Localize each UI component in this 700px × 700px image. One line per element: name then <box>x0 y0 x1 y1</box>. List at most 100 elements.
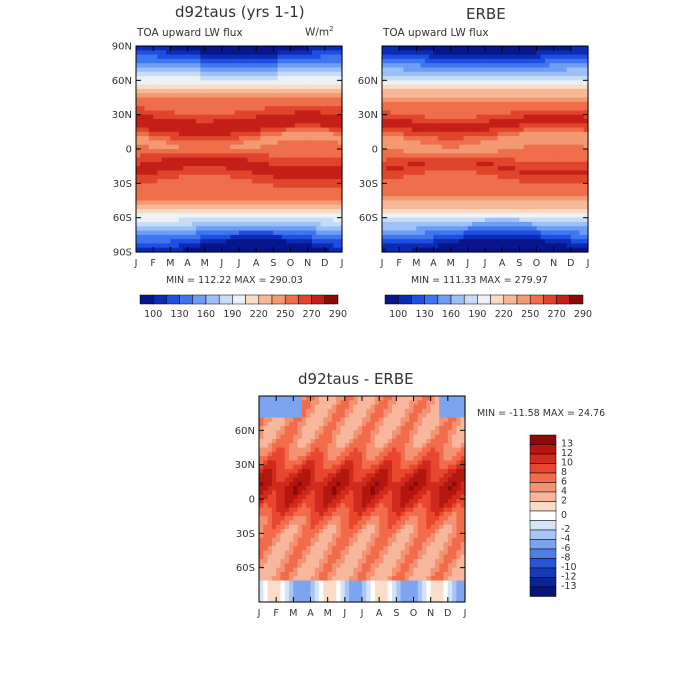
field-cell <box>510 127 516 133</box>
field-cell <box>527 106 533 111</box>
field-cell <box>286 191 292 197</box>
field-cell <box>187 187 193 193</box>
field-cell <box>136 166 141 172</box>
field-cell <box>403 239 409 245</box>
field-cell <box>259 438 264 444</box>
field-cell <box>247 209 253 214</box>
field-cell <box>276 456 282 461</box>
field-cell <box>191 131 197 137</box>
field-cell <box>527 50 533 56</box>
field-cell <box>204 174 210 180</box>
field-cell <box>148 131 154 137</box>
field-cell <box>523 144 529 150</box>
field-cell <box>420 217 426 223</box>
field-cell <box>506 93 512 99</box>
field-cell <box>337 234 343 240</box>
field-cell <box>273 217 279 223</box>
field-cell <box>174 58 180 64</box>
field-cell <box>570 127 576 133</box>
field-cell <box>166 174 171 180</box>
field-cell <box>217 50 223 56</box>
field-cell <box>290 226 296 232</box>
field-cell <box>566 71 572 77</box>
field-cell <box>386 187 392 193</box>
field-cell <box>140 63 146 69</box>
field-cell <box>382 140 387 146</box>
field-cell <box>200 54 206 60</box>
field-cell <box>200 170 206 176</box>
field-cell <box>545 179 550 184</box>
field-cell <box>148 88 154 94</box>
field-cell <box>256 234 262 240</box>
field-cell <box>320 106 326 111</box>
field-cell <box>333 144 339 150</box>
field-cell <box>290 71 296 77</box>
field-cell <box>390 106 396 111</box>
field-cell <box>515 234 520 240</box>
field-cell <box>281 76 287 81</box>
field-cell <box>161 63 167 69</box>
field-cell <box>290 110 296 116</box>
field-cell <box>502 221 508 227</box>
field-cell <box>303 204 309 210</box>
field-cell <box>510 213 516 219</box>
field-cell <box>153 140 159 146</box>
field-cell <box>267 580 273 586</box>
field-cell <box>307 131 313 137</box>
field-cell <box>208 140 214 146</box>
field-cell <box>316 196 322 202</box>
field-cell <box>271 404 277 410</box>
field-cell <box>294 106 300 111</box>
field-cell <box>437 243 443 249</box>
field-cell <box>493 157 499 163</box>
x-tick-label: J <box>219 258 223 269</box>
field-cell <box>472 136 478 142</box>
field-cell <box>527 191 533 197</box>
field-cell <box>320 221 326 227</box>
field-cell <box>382 106 387 111</box>
field-cell <box>412 131 417 137</box>
field-cell <box>178 247 184 253</box>
field-cell <box>446 46 452 51</box>
field-cell <box>196 88 201 94</box>
field-cell <box>420 161 426 167</box>
field-cell <box>196 80 201 86</box>
field-cell <box>566 247 572 253</box>
field-cell <box>303 166 309 172</box>
field-cell <box>196 153 201 159</box>
field-cell <box>536 67 542 73</box>
field-cell <box>420 93 426 99</box>
field-cell <box>459 46 465 51</box>
field-cell <box>191 234 197 240</box>
field-cell <box>433 118 439 124</box>
field-cell <box>442 97 447 103</box>
field-cell <box>386 204 392 210</box>
field-cell <box>174 174 180 180</box>
field-cell <box>303 118 309 124</box>
field-cell <box>515 247 520 253</box>
field-cell <box>144 67 150 73</box>
field-cell <box>307 80 313 86</box>
field-cell <box>485 149 490 154</box>
field-cell <box>299 179 304 184</box>
field-cell <box>170 161 176 167</box>
field-cell <box>260 118 266 124</box>
field-cell <box>230 157 236 163</box>
field-cell <box>489 230 495 236</box>
field-cell <box>174 226 180 232</box>
field-cell <box>442 166 447 172</box>
field-cell <box>140 234 146 240</box>
field-cell <box>519 114 525 120</box>
field-cell <box>281 247 287 253</box>
field-cell <box>260 63 266 69</box>
field-cell <box>259 443 264 449</box>
field-cell <box>532 131 538 137</box>
field-cell <box>299 114 304 120</box>
field-cell <box>140 191 146 197</box>
field-cell <box>311 123 317 129</box>
field-cell <box>299 71 304 77</box>
field-cell <box>221 153 227 159</box>
field-cell <box>140 97 146 103</box>
field-cell <box>575 67 581 73</box>
field-cell <box>493 101 499 107</box>
